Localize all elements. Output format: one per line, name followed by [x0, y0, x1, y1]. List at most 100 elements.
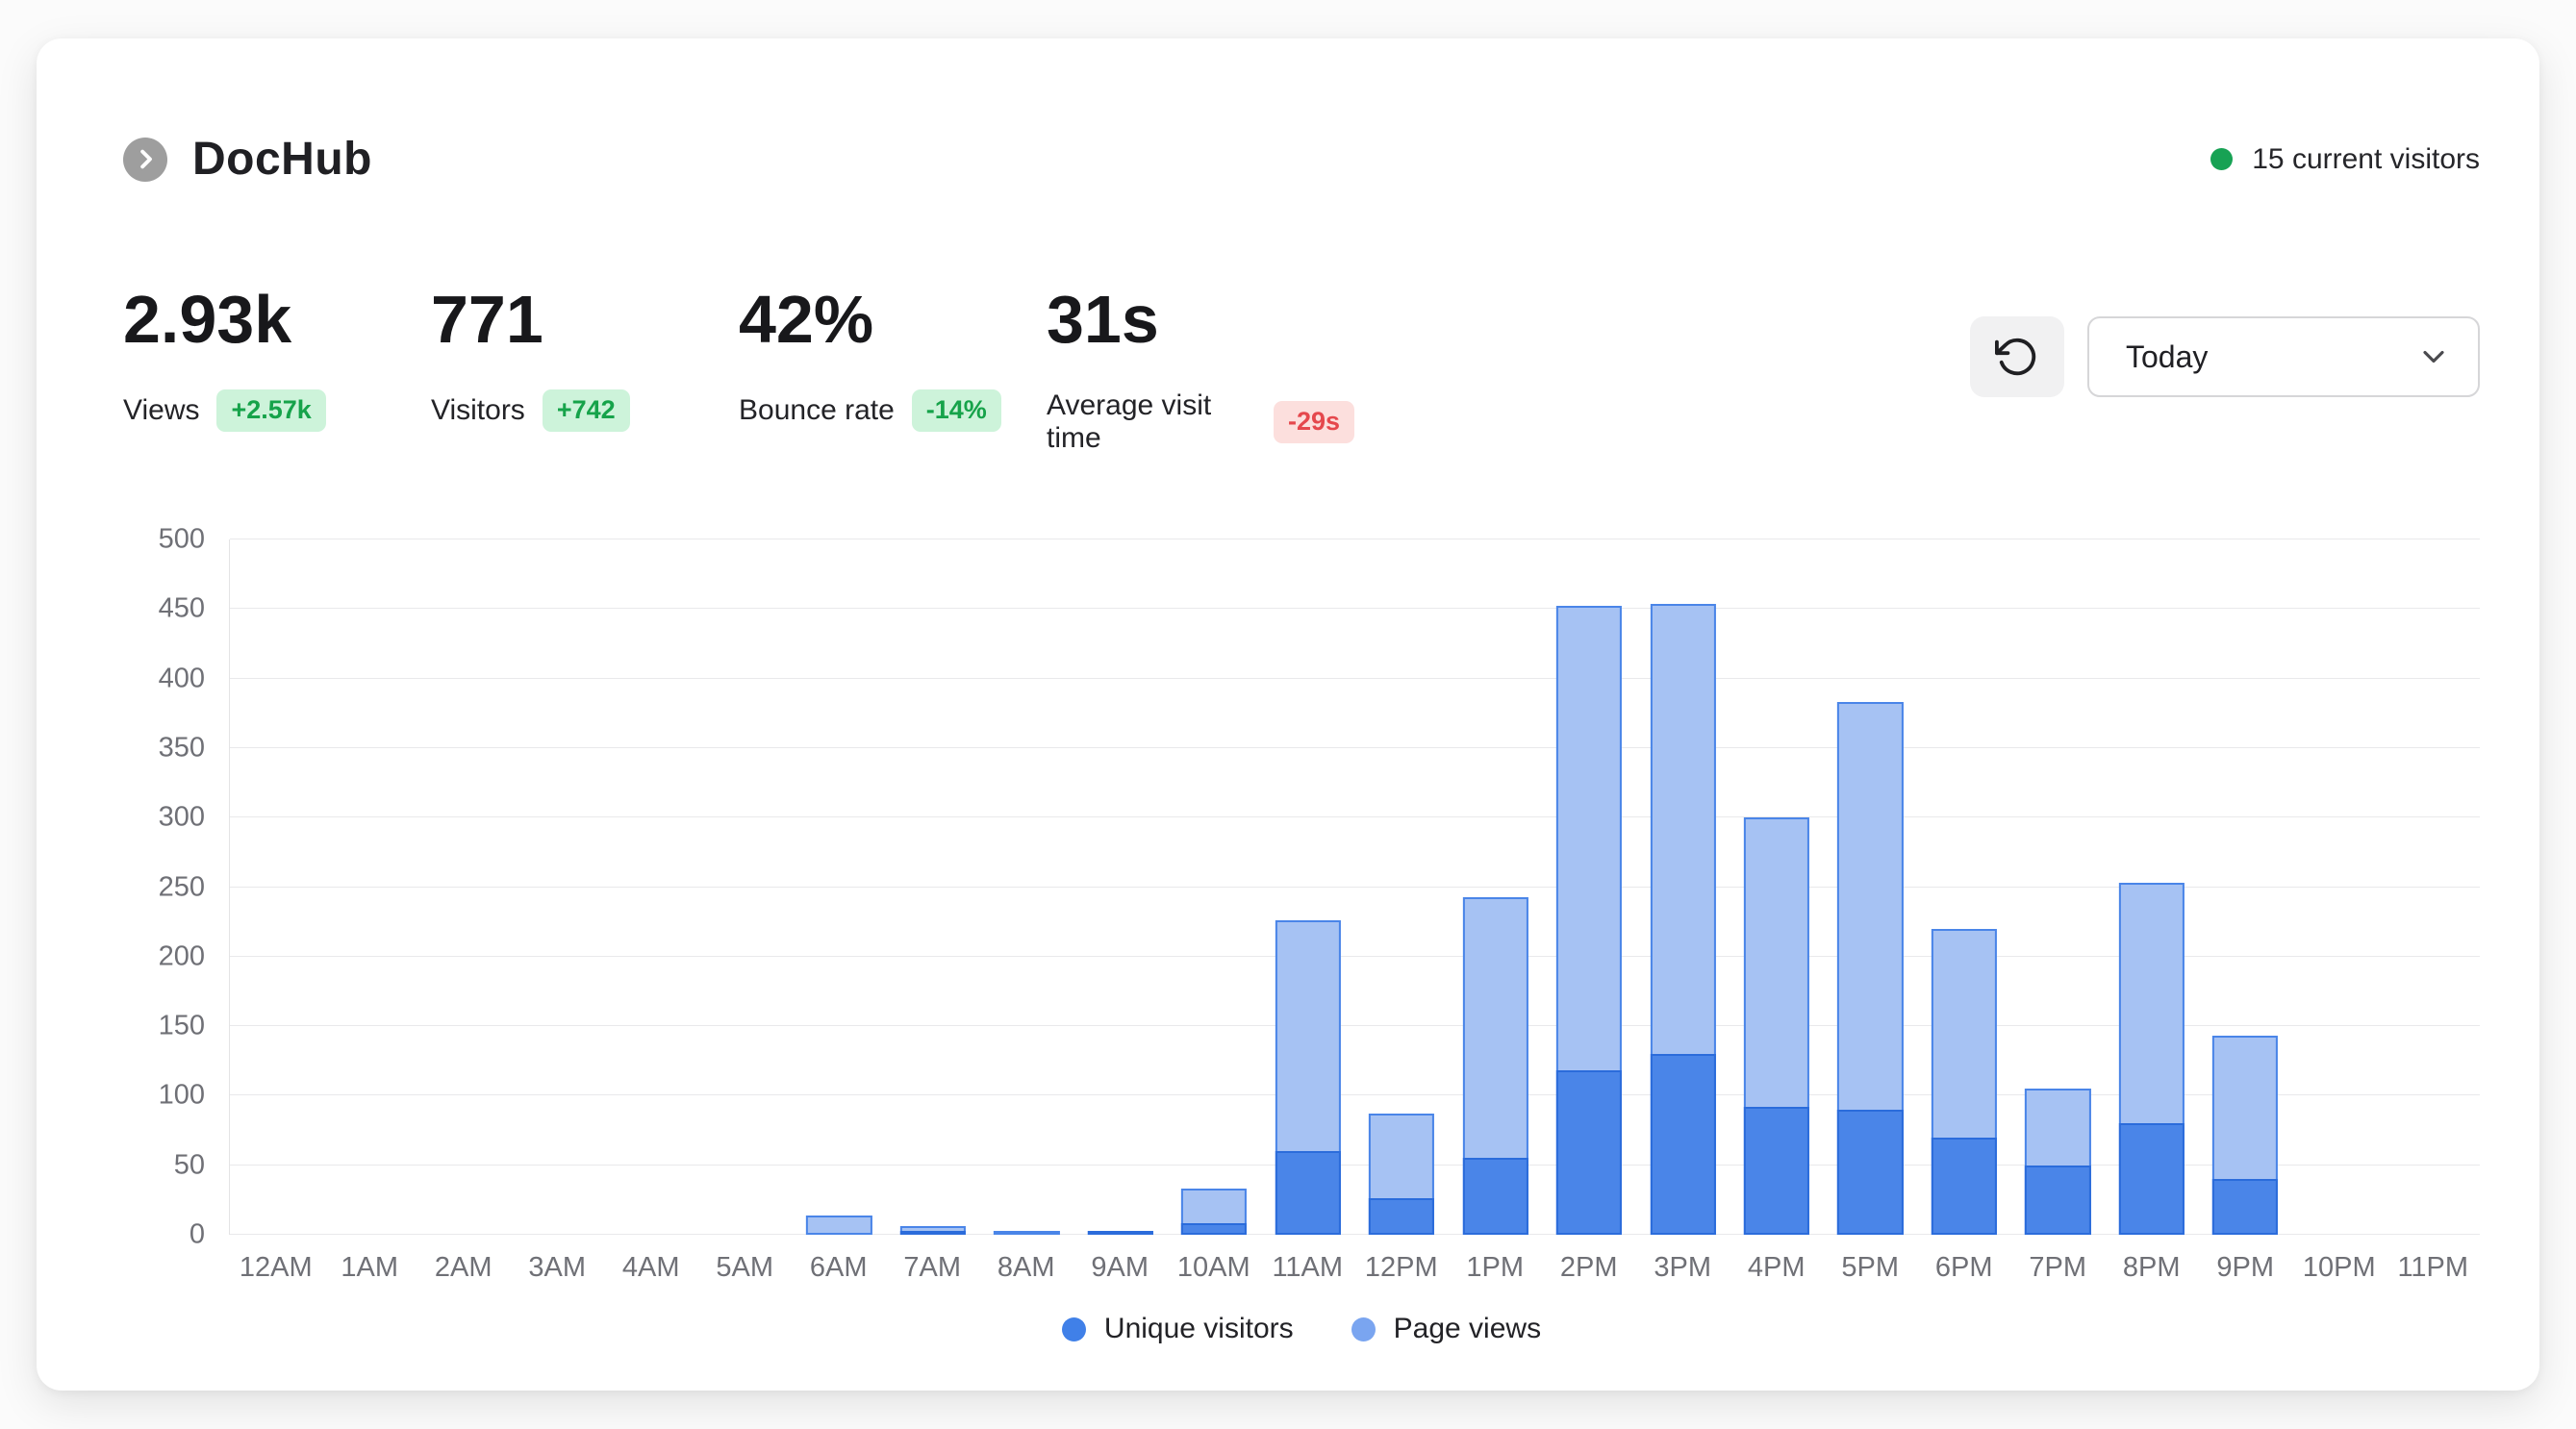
x-axis-label: 3PM: [1654, 1252, 1712, 1283]
gridline: [230, 1025, 2480, 1027]
bar-unique-visitors-7pm[interactable]: [2025, 1165, 2091, 1235]
bar-slot-8pm: [2105, 539, 2198, 1235]
bar-slot-5pm: [1824, 539, 1917, 1235]
legend-dot-icon: [1061, 1316, 1086, 1341]
bar-unique-visitors-5pm[interactable]: [1837, 1109, 1904, 1235]
bar-slot-11pm: [2386, 539, 2479, 1235]
bar-unique-visitors-3pm[interactable]: [1650, 1054, 1716, 1235]
stat-value: 42%: [739, 282, 874, 357]
bar-slot-11am: [1261, 539, 1354, 1235]
bar-unique-visitors-12pm[interactable]: [1369, 1198, 1435, 1235]
bar-slot-10am: [1168, 539, 1261, 1235]
x-axis-label: 3AM: [528, 1252, 587, 1283]
stat-label: Visitors: [431, 393, 525, 426]
chevron-right-icon: [133, 146, 159, 172]
stat-label: Average visit time: [1047, 389, 1212, 454]
stat-delta-badge: +2.57k: [216, 389, 326, 432]
legend-dot-icon: [1351, 1316, 1376, 1341]
x-axis-label: 4AM: [621, 1252, 680, 1283]
stats-row: 2.93k Views +2.57k 771 Visitors +742 42%…: [123, 286, 2480, 455]
stat-delta-badge: -14%: [911, 389, 1001, 432]
header: DocHub 15 current visitors: [123, 38, 2480, 186]
legend-item-page-views[interactable]: Page views: [1351, 1313, 1541, 1345]
gridline: [230, 608, 2480, 610]
bar-slot-2pm: [1542, 539, 1635, 1235]
bar-slot-7am: [886, 539, 979, 1235]
gridline: [230, 677, 2480, 679]
stat-label: Views: [123, 393, 200, 426]
bar-slot-6pm: [1917, 539, 2010, 1235]
x-axis-label: 6AM: [809, 1252, 868, 1283]
online-dot-icon: [2210, 148, 2234, 170]
stat-bounce-rate: 42% Bounce rate -14%: [739, 286, 1047, 432]
stat-label: Bounce rate: [739, 393, 895, 426]
stat-views: 2.93k Views +2.57k: [123, 286, 431, 432]
bar-page-views-6am[interactable]: [806, 1215, 872, 1235]
y-axis-label: 150: [158, 1010, 205, 1041]
y-axis-label: 350: [158, 732, 205, 764]
x-axis-label: 1PM: [1466, 1252, 1525, 1283]
gridline: [230, 1164, 2480, 1166]
legend-label: Page views: [1393, 1313, 1542, 1344]
stat-value: 31s: [1047, 282, 1159, 357]
bar-slot-10pm: [2292, 539, 2386, 1235]
x-axis-label: 10PM: [2302, 1252, 2376, 1283]
y-axis-label: 100: [158, 1079, 205, 1111]
refresh-icon: [1995, 335, 2039, 379]
gridline: [230, 746, 2480, 748]
x-axis-label: 6PM: [1934, 1252, 1993, 1283]
x-axis-label: 8AM: [997, 1252, 1055, 1283]
x-axis-label: 2AM: [434, 1252, 492, 1283]
bar-unique-visitors-4pm[interactable]: [1743, 1106, 1810, 1235]
bar-unique-visitors-1pm[interactable]: [1462, 1158, 1528, 1235]
page-title: DocHub: [192, 134, 372, 185]
x-axis: 12AM 1AM 2AM 3AM 4AM 5AM 6AM 7AM 8AM 9AM 10AM 11AM 1…: [229, 1252, 2480, 1284]
x-axis-label: 11AM: [1272, 1252, 1344, 1283]
x-axis-label: 4PM: [1747, 1252, 1806, 1283]
x-axis-label: 7AM: [903, 1252, 962, 1283]
plot-area: 0 50 100 150 200 250 300 350 400 450 500: [159, 525, 2480, 1248]
stat-visitors: 771 Visitors +742: [431, 286, 739, 432]
bar-slot-1am: [323, 539, 417, 1235]
bar-unique-visitors-7am[interactable]: [899, 1231, 966, 1235]
bar-unique-visitors-2pm[interactable]: [1555, 1070, 1623, 1235]
bar-slot-1pm: [1449, 539, 1542, 1235]
x-axis-label: 8PM: [2122, 1252, 2181, 1283]
bar-unique-visitors-9pm[interactable]: [2212, 1179, 2279, 1235]
bar-unique-visitors-9am[interactable]: [1087, 1230, 1153, 1235]
analytics-card: DocHub 15 current visitors 2.93k Views +…: [37, 38, 2539, 1391]
bar-slot-12pm: [1354, 539, 1448, 1235]
x-axis-label: 9AM: [1091, 1252, 1149, 1283]
bar-unique-visitors-6pm[interactable]: [1931, 1137, 1997, 1235]
bar-unique-visitors-11am[interactable]: [1275, 1151, 1341, 1235]
x-axis-label: 7PM: [2029, 1252, 2087, 1283]
bar-slot-7pm: [2011, 539, 2105, 1235]
gridline: [230, 886, 2480, 888]
date-range-select[interactable]: Today: [2087, 316, 2480, 397]
legend-label: Unique visitors: [1103, 1313, 1294, 1344]
visitors-chart: 0 50 100 150 200 250 300 350 400 450 500 12AM 1AM 2A…: [123, 525, 2480, 1345]
stat-value: 771: [431, 282, 543, 357]
y-axis-label: 400: [158, 663, 205, 694]
stat-delta-badge: -29s: [1273, 401, 1354, 443]
chevron-down-icon: [2416, 339, 2451, 374]
x-axis-label: 12AM: [239, 1252, 313, 1283]
refresh-button[interactable]: [1970, 316, 2064, 397]
bar-slot-8am: [980, 539, 1073, 1235]
current-visitors: 15 current visitors: [2210, 143, 2480, 176]
bar-unique-visitors-10am[interactable]: [1181, 1223, 1248, 1235]
current-visitors-label: 15 current visitors: [2252, 142, 2480, 175]
x-axis-label: 2PM: [1559, 1252, 1618, 1283]
bar-page-views-8am[interactable]: [994, 1231, 1060, 1235]
y-axis-label: 500: [158, 523, 205, 555]
x-axis-label: 12PM: [1364, 1252, 1438, 1283]
y-axis-label: 200: [158, 940, 205, 972]
bar-unique-visitors-8pm[interactable]: [2118, 1123, 2185, 1235]
x-axis-label: 10AM: [1176, 1252, 1250, 1283]
x-axis-label: 11PM: [2397, 1252, 2469, 1283]
gridline: [230, 816, 2480, 818]
bar-slot-6am: [793, 539, 886, 1235]
app-logo: [123, 137, 167, 182]
legend-item-unique-visitors[interactable]: Unique visitors: [1061, 1313, 1294, 1345]
y-axis-label: 300: [158, 801, 205, 833]
